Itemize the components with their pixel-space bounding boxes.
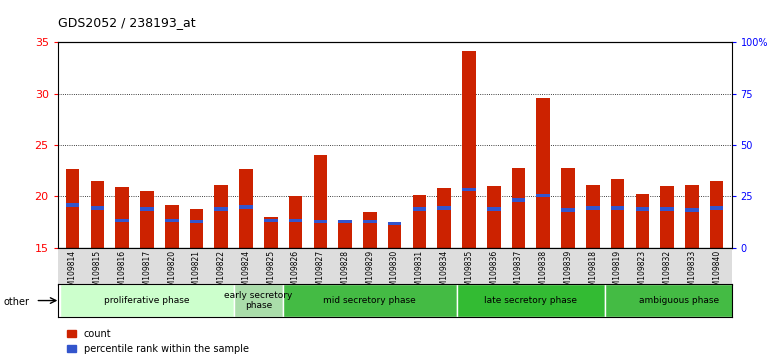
Bar [338,219,352,223]
Text: GSM109822: GSM109822 [216,250,226,296]
Bar [233,284,283,317]
Text: GSM109837: GSM109837 [514,250,523,296]
Bar [611,206,624,210]
Bar [313,219,327,223]
Text: GSM109823: GSM109823 [638,250,647,296]
Text: GSM109827: GSM109827 [316,250,325,296]
Text: GSM109818: GSM109818 [588,250,598,296]
Bar [289,196,303,248]
Bar [239,169,253,248]
Bar [140,207,154,211]
Bar [437,206,451,210]
Text: ambiguous phase: ambiguous phase [639,296,719,305]
Text: GSM109820: GSM109820 [167,250,176,296]
Bar [561,168,575,248]
Bar [511,198,525,202]
Bar [313,155,327,248]
Bar [116,187,129,248]
Text: GSM109814: GSM109814 [68,250,77,296]
Bar [239,205,253,209]
Bar [65,169,79,248]
Bar [289,218,303,222]
Text: early secretory
phase: early secretory phase [224,291,293,310]
Bar [462,188,476,191]
Text: GSM109833: GSM109833 [688,250,696,296]
Legend: count, percentile rank within the sample: count, percentile rank within the sample [62,325,253,354]
Text: GSM109839: GSM109839 [564,250,573,296]
Bar [537,98,550,248]
Bar [537,194,550,198]
Text: GSM109838: GSM109838 [539,250,547,296]
Bar [165,218,179,222]
Bar [189,219,203,223]
Text: GSM109821: GSM109821 [192,250,201,296]
Bar [635,207,649,211]
Text: GSM109832: GSM109832 [663,250,671,296]
Bar [189,209,203,248]
Bar [605,284,754,317]
Text: proliferative phase: proliferative phase [104,296,189,305]
Bar [710,181,724,248]
Text: mid secretory phase: mid secretory phase [323,296,417,305]
Bar [165,205,179,248]
Bar [91,206,104,210]
Bar [511,168,525,248]
Bar [388,222,401,225]
Text: GSM109815: GSM109815 [93,250,102,296]
Text: other: other [4,297,30,307]
Bar [661,207,674,211]
Text: GSM109826: GSM109826 [291,250,300,296]
Bar [264,218,278,222]
Bar [462,51,476,248]
Text: GSM109825: GSM109825 [266,250,275,296]
Bar [413,195,427,248]
Bar [91,181,104,248]
Text: GSM109817: GSM109817 [142,250,152,296]
Bar [116,218,129,222]
Bar [264,217,278,248]
Text: GSM109829: GSM109829 [365,250,374,296]
Bar [283,284,457,317]
Bar [140,191,154,248]
Bar [363,212,377,248]
Text: GSM109836: GSM109836 [489,250,498,296]
Text: GSM109835: GSM109835 [464,250,474,296]
Bar [437,188,451,248]
Text: GSM109831: GSM109831 [415,250,424,296]
Bar [685,208,698,212]
Bar [214,185,228,248]
Bar [413,207,427,211]
Text: GSM109828: GSM109828 [340,250,350,296]
Bar [661,186,674,248]
Bar [611,179,624,248]
Bar [586,206,600,210]
Bar [685,185,698,248]
Text: late secretory phase: late secretory phase [484,296,578,305]
Text: GSM109816: GSM109816 [118,250,126,296]
Text: GSM109824: GSM109824 [242,250,250,296]
Bar [457,284,605,317]
Bar [388,225,401,248]
Bar [561,208,575,212]
Text: GDS2052 / 238193_at: GDS2052 / 238193_at [58,16,196,29]
Bar [635,194,649,248]
Bar [487,207,500,211]
Text: GSM109830: GSM109830 [390,250,399,296]
Text: GSM109819: GSM109819 [613,250,622,296]
Bar [710,206,724,210]
Bar [338,222,352,248]
Bar [363,219,377,223]
Bar [60,284,233,317]
Bar [586,185,600,248]
Bar [487,186,500,248]
Text: GSM109840: GSM109840 [712,250,721,296]
Bar [214,207,228,211]
Text: GSM109834: GSM109834 [440,250,449,296]
Bar [65,203,79,207]
